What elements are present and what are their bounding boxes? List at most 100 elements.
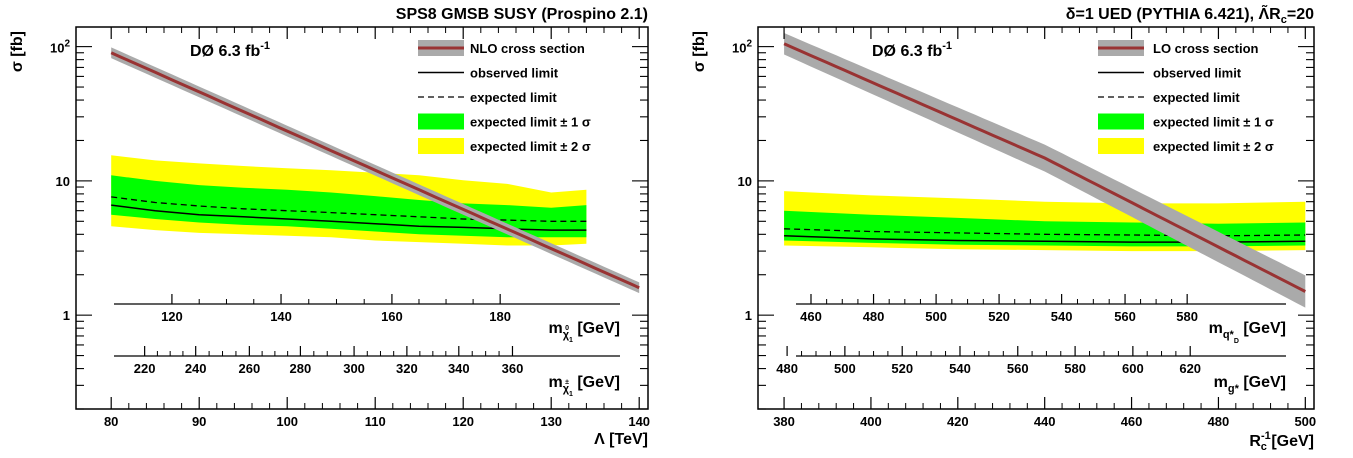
- x-tick-label: 140: [628, 414, 650, 429]
- secondary-tick-label: 620: [1179, 361, 1201, 376]
- legend-entry-label: observed limit: [470, 66, 559, 81]
- experiment-label-sup: -1: [942, 40, 952, 52]
- x-axis-label-sup: -1: [1261, 430, 1271, 442]
- secondary-tick-label: 280: [290, 361, 312, 376]
- secondary-tick-label: 560: [1007, 361, 1029, 376]
- legend-entry-label: expected limit ± 1 σ: [1153, 115, 1274, 130]
- secondary-tick-label: 580: [1176, 309, 1198, 324]
- secondary-tick-label: 300: [343, 361, 365, 376]
- secondary-tick-label: 520: [988, 309, 1010, 324]
- secondary-tick-label: 540: [1051, 309, 1073, 324]
- secondary-tick-label: 480: [776, 361, 798, 376]
- legend-swatch-2sigma: [1098, 138, 1144, 154]
- data-layer: [783, 33, 1306, 308]
- x-tick-label: 130: [540, 414, 562, 429]
- secondary-axis-label: mχ01 [GeV]: [548, 320, 620, 344]
- secondary-axis-label-unit: [GeV]: [1239, 320, 1286, 337]
- legend: NLO cross section observed limit expected …: [418, 40, 591, 154]
- chart-title-end: =20: [1287, 6, 1314, 23]
- y-axis-label: σ [fb]: [691, 31, 708, 72]
- x-tick-label: 500: [1294, 414, 1316, 429]
- legend-entry-label: expected limit ± 2 σ: [1153, 139, 1274, 154]
- secondary-tick-label: 480: [863, 309, 885, 324]
- y-tick-exp: 2: [746, 39, 752, 50]
- legend-swatch-1sigma: [1098, 113, 1144, 130]
- experiment-label-text: DØ 6.3 fb: [190, 43, 260, 60]
- secondary-tick-label: 240: [185, 361, 207, 376]
- y-tick-base: 10: [50, 41, 64, 56]
- y-tick-exp: 2: [64, 39, 70, 50]
- secondary-axis-1: 460 480 500 520 540 560 580 mq*D [GeV]: [796, 294, 1286, 345]
- legend-entry-label: expected limit ± 1 σ: [470, 115, 591, 130]
- secondary-axis-label-unit: [GeV]: [573, 374, 620, 391]
- x-tick-label: 120: [452, 414, 474, 429]
- x-tick-label: 80: [104, 414, 118, 429]
- y-tick-label: 10: [738, 174, 752, 189]
- chart-title: δ=1 UED (PYTHIA 6.421), Λ̃Rc=20: [1066, 3, 1314, 26]
- secondary-axis-label-unit: [GeV]: [1239, 374, 1286, 391]
- secondary-axis-1: 120 140 160 180 mχ01 [GeV]: [114, 294, 620, 344]
- x-tick-label: 440: [1034, 414, 1056, 429]
- x-tick-label: 460: [1121, 414, 1143, 429]
- legend-swatch-2sigma: [418, 138, 464, 154]
- chart-title-sub: c: [1281, 14, 1287, 26]
- secondary-axis-label: mg* [GeV]: [1214, 374, 1286, 395]
- secondary-axis-label-sub: χ: [563, 329, 570, 341]
- x-tick-label: 100: [276, 414, 298, 429]
- y-tick-label: 1: [63, 308, 70, 323]
- x-axis-label-sub: c: [1261, 441, 1267, 453]
- secondary-axis-label-subsub: 1: [569, 391, 573, 398]
- legend-entry-label: NLO cross section: [470, 41, 585, 56]
- secondary-axis-label-unit: [GeV]: [573, 320, 620, 337]
- experiment-label: DØ 6.3 fb-1: [190, 40, 270, 60]
- chart-title: SPS8 GMSB SUSY (Prospino 2.1): [396, 6, 648, 23]
- secondary-tick-label: 160: [381, 309, 403, 324]
- experiment-label-text: DØ 6.3 fb: [872, 43, 942, 60]
- secondary-tick-label: 140: [270, 309, 292, 324]
- x-tick-label: 110: [365, 414, 386, 429]
- secondary-tick-label: 340: [448, 361, 470, 376]
- secondary-axis-label-m: m: [549, 374, 563, 391]
- secondary-axis-label-sub: q*: [1223, 329, 1235, 341]
- secondary-tick-label: 220: [134, 361, 156, 376]
- x-axis-label: R-1 c [GeV]: [1249, 430, 1314, 453]
- y-tick-label: 10: [56, 174, 70, 189]
- secondary-tick-label: 500: [925, 309, 947, 324]
- y-tick-label-100: 102: [50, 39, 70, 56]
- secondary-tick-label: 560: [1114, 309, 1136, 324]
- secondary-tick-label: 360: [502, 361, 524, 376]
- secondary-axis-label-m: m: [1214, 374, 1228, 391]
- legend: LO cross section observed limit expected l…: [1098, 40, 1274, 154]
- experiment-label-sup: -1: [260, 40, 270, 52]
- secondary-tick-label: 520: [891, 361, 913, 376]
- secondary-axis-label-sub: g*: [1228, 383, 1240, 395]
- plot-frame: [75, 26, 649, 410]
- legend-entry-label: expected limit ± 2 σ: [470, 139, 591, 154]
- secondary-axis-label: mχ±1 [GeV]: [549, 374, 620, 398]
- secondary-tick-label: 600: [1122, 361, 1144, 376]
- plot-frame: [757, 26, 1315, 410]
- secondary-axis-2: 220 240 260 280 300 320 340 360 mχ±1 [GeV]: [114, 346, 620, 398]
- x-tick-label: 400: [860, 414, 882, 429]
- x-axis-label: Λ [TeV]: [594, 431, 648, 448]
- secondary-axis-label-m: m: [548, 320, 562, 337]
- y-axis-label: σ [fb]: [9, 31, 26, 72]
- secondary-axis-label: mq*D [GeV]: [1209, 320, 1286, 345]
- secondary-tick-label: 540: [949, 361, 971, 376]
- secondary-tick-label: 460: [800, 309, 822, 324]
- secondary-tick-label: 500: [834, 361, 856, 376]
- x-axis-label-main: R: [1249, 433, 1261, 450]
- x-tick-label: 380: [773, 414, 795, 429]
- secondary-tick-label: 120: [161, 309, 183, 324]
- y-tick-base: 10: [732, 41, 746, 56]
- legend-entry-label: observed limit: [1153, 66, 1242, 81]
- legend-swatch-1sigma: [418, 113, 464, 130]
- expected-limit-line: [111, 196, 587, 222]
- experiment-label: DØ 6.3 fb-1: [872, 40, 952, 60]
- secondary-axis-label-m: m: [1209, 320, 1223, 337]
- secondary-axis-label-subsub: D: [1234, 338, 1239, 345]
- legend-entry-label: expected limit: [470, 90, 557, 105]
- y-tick-label: 1: [745, 308, 752, 323]
